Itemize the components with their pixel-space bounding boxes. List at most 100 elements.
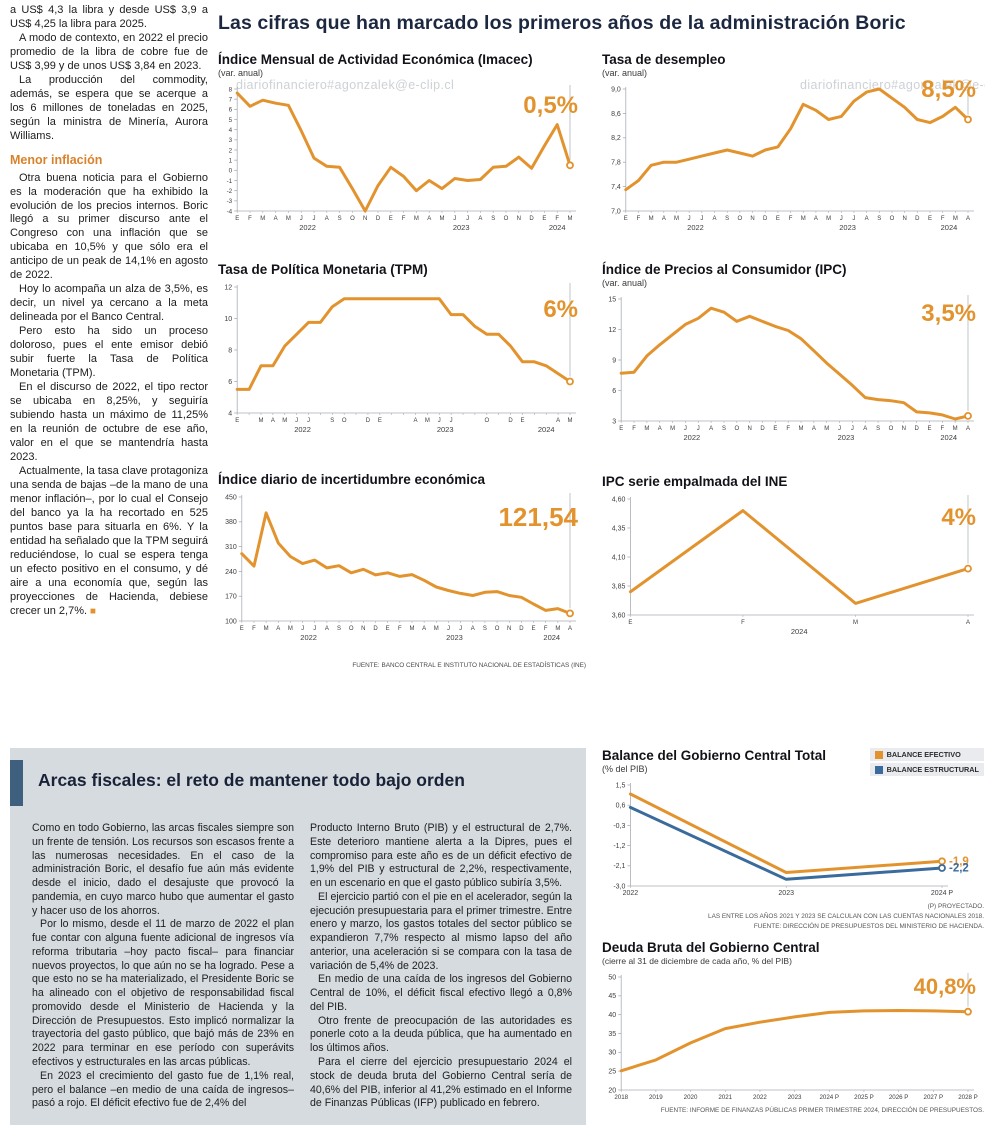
chart-card-incertidumbre: Índice diario de incertidumbre económica… <box>218 472 586 647</box>
svg-text:A: A <box>966 426 970 432</box>
svg-text:A: A <box>865 216 869 222</box>
svg-text:100: 100 <box>225 618 237 625</box>
svg-text:D: D <box>366 418 371 424</box>
svg-text:2024: 2024 <box>538 425 555 434</box>
svg-text:E: E <box>378 418 382 424</box>
chart-title: Balance del Gobierno Central Total <box>602 748 827 763</box>
svg-text:3,60: 3,60 <box>612 612 626 619</box>
paragraph: La producción del commodity, además, se … <box>10 73 208 142</box>
paragraph: Por lo mismo, desde el 11 de marzo de 20… <box>32 918 294 1069</box>
svg-text:N: N <box>363 216 367 222</box>
svg-text:D: D <box>914 426 919 432</box>
svg-text:J: J <box>840 216 843 222</box>
svg-text:1,5: 1,5 <box>616 782 626 789</box>
chart-subtitle: (var. anual) <box>602 278 648 288</box>
svg-text:2020: 2020 <box>684 1094 698 1101</box>
paragraph: Pero esto ha sido un proceso doloroso, p… <box>10 325 208 380</box>
svg-text:E: E <box>628 620 632 626</box>
svg-text:2024: 2024 <box>940 433 957 442</box>
balance-legend: BALANCE EFECTIVO BALANCE ESTRUCTURAL <box>869 748 984 778</box>
svg-text:4,60: 4,60 <box>612 496 626 503</box>
svg-text:J: J <box>438 418 441 424</box>
svg-text:M: M <box>826 216 831 222</box>
svg-text:M: M <box>282 418 287 424</box>
svg-text:F: F <box>248 216 252 222</box>
highlight-value: 3,5% <box>921 300 976 327</box>
highlight-value: 6% <box>543 296 578 323</box>
svg-text:J: J <box>447 626 450 632</box>
svg-text:M: M <box>555 626 560 632</box>
highlight-value: 8,5% <box>921 76 976 103</box>
svg-text:J: J <box>466 216 469 222</box>
fiscal-section-title: Arcas fiscales: el reto de mantener todo… <box>38 770 465 790</box>
article-end-mark: ■ <box>87 605 96 617</box>
svg-text:O: O <box>342 418 347 424</box>
svg-text:F: F <box>555 216 559 222</box>
svg-text:J: J <box>697 426 700 432</box>
svg-text:30: 30 <box>608 1050 616 1057</box>
svg-text:12: 12 <box>224 284 232 291</box>
chart-card-imacec: Índice Mensual de Actividad Económica (I… <box>218 52 586 237</box>
svg-text:N: N <box>507 626 511 632</box>
svg-text:S: S <box>337 626 341 632</box>
fiscal-article-columns: Como en todo Gobierno, las arcas fiscale… <box>32 822 572 1111</box>
svg-text:D: D <box>519 626 524 632</box>
svg-text:6: 6 <box>612 388 616 395</box>
section-accent-bar <box>10 760 23 806</box>
svg-text:J: J <box>307 418 310 424</box>
svg-text:-1,9: -1,9 <box>949 856 969 868</box>
chart-title: Tasa de Política Monetaria (TPM) <box>218 262 428 277</box>
chart-subtitle: (var. anual) <box>602 68 648 78</box>
fiscal-column-2: Producto Interno Bruto (PIB) y el estruc… <box>310 822 572 1111</box>
svg-text:J: J <box>851 426 854 432</box>
svg-text:A: A <box>966 216 970 222</box>
svg-text:15: 15 <box>608 296 616 303</box>
svg-text:F: F <box>789 216 793 222</box>
svg-text:8: 8 <box>228 347 232 354</box>
svg-text:M: M <box>799 426 804 432</box>
svg-text:J: J <box>852 216 855 222</box>
svg-text:N: N <box>750 216 754 222</box>
highlight-value: 4% <box>941 504 976 531</box>
svg-text:2018: 2018 <box>614 1094 628 1101</box>
svg-text:25: 25 <box>608 1069 616 1076</box>
svg-text:J: J <box>459 626 462 632</box>
svg-text:E: E <box>927 426 931 432</box>
svg-text:7,4: 7,4 <box>611 184 621 191</box>
svg-text:A: A <box>413 418 417 424</box>
svg-text:4: 4 <box>228 410 232 417</box>
svg-text:2023: 2023 <box>778 890 794 897</box>
svg-text:O: O <box>484 418 489 424</box>
svg-text:A: A <box>427 216 431 222</box>
svg-text:2027 P: 2027 P <box>924 1094 944 1101</box>
chart-card-balance: Balance del Gobierno Central Total (% de… <box>602 748 984 932</box>
svg-text:E: E <box>240 626 244 632</box>
svg-text:F: F <box>941 216 945 222</box>
svg-text:J: J <box>295 418 298 424</box>
svg-text:170: 170 <box>225 594 237 601</box>
paragraph: Actualmente, la tasa clave protagoniza u… <box>10 464 208 617</box>
svg-text:S: S <box>722 426 726 432</box>
svg-text:E: E <box>542 216 546 222</box>
svg-text:J: J <box>300 216 303 222</box>
svg-text:O: O <box>504 216 509 222</box>
svg-text:-2,2: -2,2 <box>949 863 969 875</box>
svg-text:35: 35 <box>608 1031 616 1038</box>
svg-text:3: 3 <box>229 137 233 144</box>
svg-text:F: F <box>632 426 636 432</box>
svg-text:M: M <box>824 426 829 432</box>
svg-text:E: E <box>532 626 536 632</box>
svg-text:3,85: 3,85 <box>612 583 626 590</box>
svg-text:M: M <box>414 216 419 222</box>
fiscal-column-1: Como en todo Gobierno, las arcas fiscale… <box>32 822 294 1111</box>
svg-text:2023: 2023 <box>839 223 856 232</box>
svg-text:M: M <box>644 426 649 432</box>
svg-text:E: E <box>520 418 524 424</box>
svg-text:M: M <box>568 418 573 424</box>
balance-footnotes: (P) PROYECTADO. LAS ENTRE LOS AÑOS 2021 … <box>602 902 984 932</box>
legend-label: BALANCE EFECTIVO <box>886 750 961 759</box>
